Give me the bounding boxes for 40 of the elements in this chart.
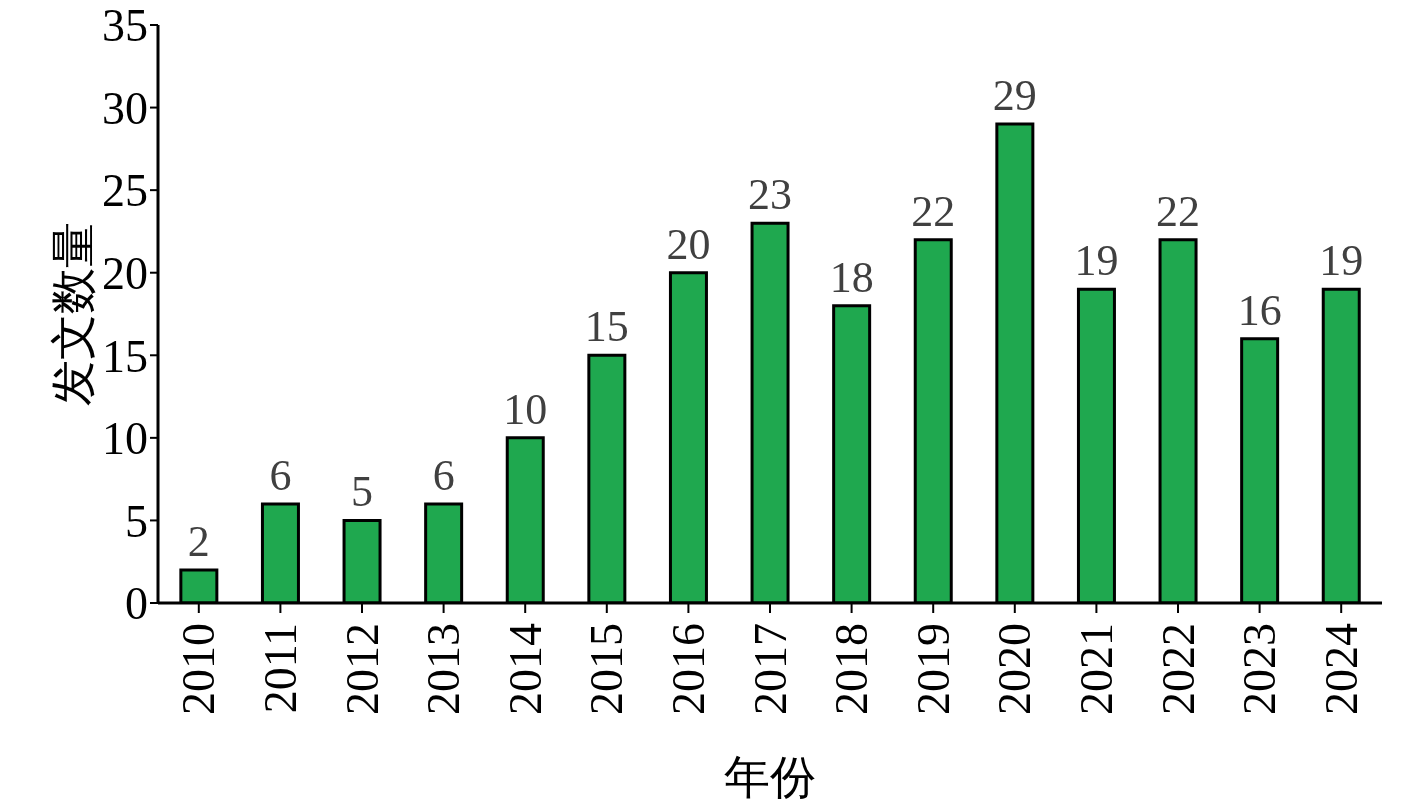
data-label: 22 <box>1156 186 1201 236</box>
x-tick-label: 2016 <box>662 623 714 715</box>
y-axis-title: 发文数量 <box>48 222 100 406</box>
x-tick-label: 2023 <box>1234 623 1286 715</box>
x-tick-label: 2021 <box>1070 623 1122 715</box>
data-label: 2 <box>187 516 210 566</box>
data-label: 19 <box>1319 236 1364 286</box>
data-label: 22 <box>911 186 956 236</box>
x-tick-label: 2014 <box>499 623 551 715</box>
x-tick-label: 2015 <box>581 623 633 715</box>
data-label: 16 <box>1237 285 1282 335</box>
x-tick-label: 2013 <box>418 623 470 715</box>
data-label: 29 <box>992 71 1037 121</box>
x-tick-label: 2022 <box>1152 623 1204 715</box>
data-label: 20 <box>666 219 711 269</box>
data-label: 5 <box>351 467 374 517</box>
data-label: 6 <box>432 450 455 500</box>
data-label: 15 <box>584 302 629 352</box>
x-tick-label: 2024 <box>1315 623 1367 715</box>
y-tick-label: 25 <box>102 165 148 217</box>
data-label: 6 <box>269 450 292 500</box>
x-tick-label: 2012 <box>336 623 388 715</box>
y-tick-label: 5 <box>125 495 148 547</box>
x-tick-label: 2017 <box>744 623 796 715</box>
y-tick-label: 0 <box>125 578 148 630</box>
y-tick-label: 35 <box>102 0 148 52</box>
y-tick-label: 10 <box>102 413 148 465</box>
data-label: 23 <box>748 170 793 220</box>
x-tick-label: 2019 <box>907 623 959 715</box>
x-tick-label: 2011 <box>254 623 306 714</box>
x-axis-title: 年份 <box>724 752 816 803</box>
x-tick-label: 2010 <box>173 623 225 715</box>
x-tick-label: 2018 <box>826 623 878 715</box>
data-label: 10 <box>503 384 548 434</box>
data-label: 19 <box>1074 236 1119 286</box>
x-tick-label: 2020 <box>989 623 1041 715</box>
data-label: 18 <box>829 252 874 302</box>
y-tick-label: 15 <box>102 330 148 382</box>
y-tick-label: 20 <box>102 248 148 300</box>
y-tick-label: 30 <box>102 82 148 134</box>
